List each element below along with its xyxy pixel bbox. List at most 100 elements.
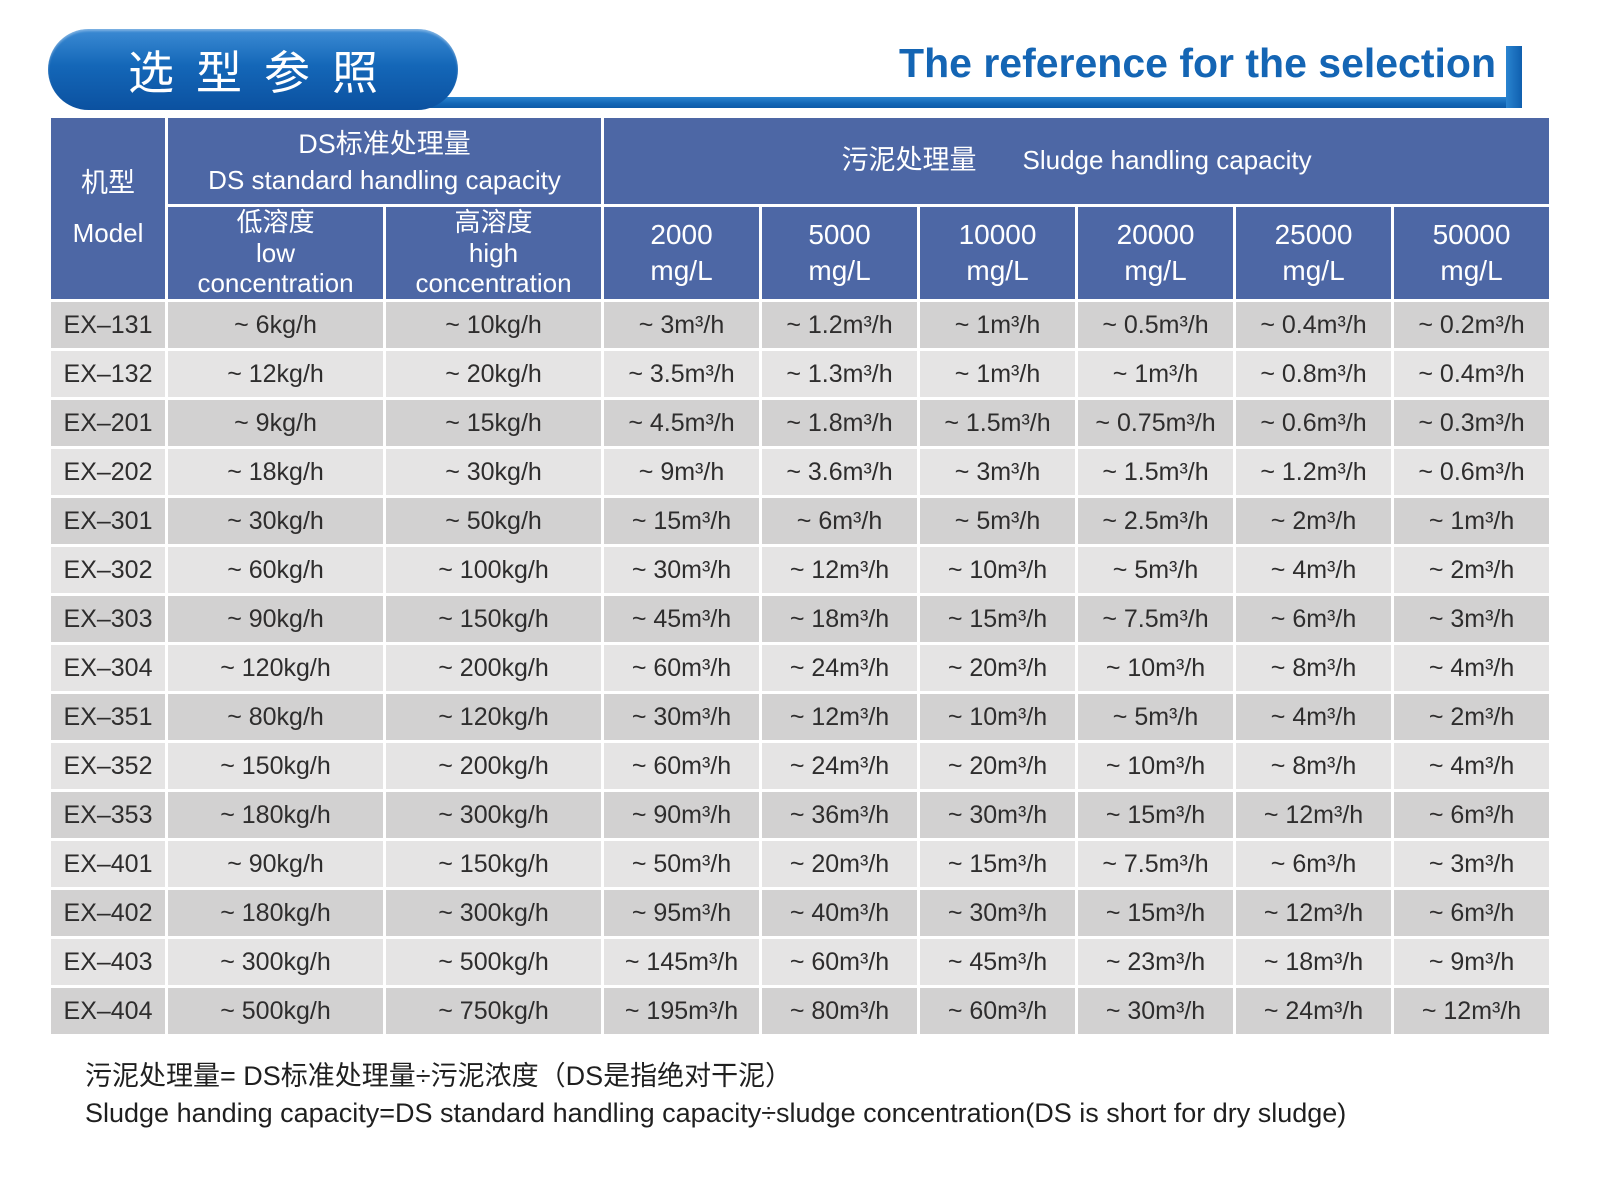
value-cell: ~ 150kg/h bbox=[386, 841, 602, 888]
value-cell: ~ 6m³/h bbox=[1236, 596, 1392, 643]
table-row: EX–303 ~ 90kg/h ~ 150kg/h ~ 45m³/h ~ 18m³/h ~… bbox=[51, 596, 1550, 643]
value-cell: ~ 8m³/h bbox=[1236, 645, 1392, 692]
value-cell: ~ 15m³/h bbox=[920, 841, 1076, 888]
value-cell: ~ 1m³/h bbox=[1394, 498, 1550, 545]
mg-column-header: 25000 mg/L bbox=[1236, 207, 1392, 300]
value-cell: ~ 20m³/h bbox=[920, 645, 1076, 692]
value-cell: ~ 24m³/h bbox=[762, 743, 918, 790]
sludge-group-zh: 污泥处理量 bbox=[841, 145, 977, 176]
table-row: EX–352 ~ 150kg/h ~ 200kg/h ~ 60m³/h ~ 24m³/h… bbox=[51, 743, 1550, 790]
value-cell: ~ 1.8m³/h bbox=[762, 400, 918, 447]
value-cell: ~ 4.5m³/h bbox=[604, 400, 760, 447]
value-cell: ~ 1.2m³/h bbox=[762, 302, 918, 349]
model-cell: EX–403 bbox=[51, 939, 165, 986]
value-cell: ~ 4m³/h bbox=[1394, 645, 1550, 692]
high-header-en1: high bbox=[468, 237, 519, 268]
value-cell: ~ 5m³/h bbox=[1078, 694, 1234, 741]
value-cell: ~ 15m³/h bbox=[920, 596, 1076, 643]
title-badge: 选型参照 bbox=[48, 29, 458, 110]
model-cell: EX–402 bbox=[51, 890, 165, 937]
value-cell: ~ 4m³/h bbox=[1394, 743, 1550, 790]
mg-column-unit: mg/L bbox=[808, 255, 871, 286]
value-cell: ~ 36m³/h bbox=[762, 792, 918, 839]
value-cell: ~ 30m³/h bbox=[604, 694, 760, 741]
model-cell: EX–353 bbox=[51, 792, 165, 839]
value-cell: ~ 18m³/h bbox=[762, 596, 918, 643]
value-cell: ~ 12m³/h bbox=[1236, 890, 1392, 937]
value-cell: ~ 3m³/h bbox=[604, 302, 760, 349]
value-cell: ~ 15kg/h bbox=[386, 400, 602, 447]
low-header-en2: concentration bbox=[197, 268, 354, 299]
model-cell: EX–301 bbox=[51, 498, 165, 545]
value-cell: ~ 0.75m³/h bbox=[1078, 400, 1234, 447]
value-cell: ~ 45m³/h bbox=[604, 596, 760, 643]
value-cell: ~ 60m³/h bbox=[604, 645, 760, 692]
value-cell: ~ 24m³/h bbox=[1236, 988, 1392, 1035]
value-cell: ~ 150kg/h bbox=[386, 596, 602, 643]
value-cell: ~ 9m³/h bbox=[1394, 939, 1550, 986]
model-cell: EX–131 bbox=[51, 302, 165, 349]
value-cell: ~ 15m³/h bbox=[1078, 890, 1234, 937]
value-cell: ~ 12m³/h bbox=[762, 547, 918, 594]
title-zh: 选型参照 bbox=[128, 46, 400, 99]
mg-column-unit: mg/L bbox=[1124, 255, 1187, 286]
value-cell: ~ 200kg/h bbox=[386, 645, 602, 692]
table-row: EX–132 ~ 12kg/h ~ 20kg/h ~ 3.5m³/h ~ 1.3m³/h… bbox=[51, 351, 1550, 398]
value-cell: ~ 300kg/h bbox=[386, 792, 602, 839]
model-cell: EX–302 bbox=[51, 547, 165, 594]
mg-column-unit: mg/L bbox=[1440, 255, 1503, 286]
table-row: EX–403 ~ 300kg/h ~ 500kg/h ~ 145m³/h ~ 60m³/… bbox=[51, 939, 1550, 986]
model-cell: EX–401 bbox=[51, 841, 165, 888]
table-row: EX–201 ~ 9kg/h ~ 15kg/h ~ 4.5m³/h ~ 1.8m³/h ~… bbox=[51, 400, 1550, 447]
value-cell: ~ 300kg/h bbox=[168, 939, 383, 986]
low-header-en1: low bbox=[255, 237, 295, 268]
value-cell: ~ 0.4m³/h bbox=[1394, 351, 1550, 398]
value-cell: ~ 10m³/h bbox=[1078, 645, 1234, 692]
header-underline bbox=[250, 97, 1522, 108]
value-cell: ~ 4m³/h bbox=[1236, 694, 1392, 741]
value-cell: ~ 8m³/h bbox=[1236, 743, 1392, 790]
mg-column-unit: mg/L bbox=[966, 255, 1029, 286]
value-cell: ~ 0.4m³/h bbox=[1236, 302, 1392, 349]
value-cell: ~ 12kg/h bbox=[168, 351, 383, 398]
value-cell: ~ 20kg/h bbox=[386, 351, 602, 398]
value-cell: ~ 2.5m³/h bbox=[1078, 498, 1234, 545]
value-cell: ~ 12m³/h bbox=[762, 694, 918, 741]
value-cell: ~ 3m³/h bbox=[920, 449, 1076, 496]
value-cell: ~ 3m³/h bbox=[1394, 596, 1550, 643]
footnote-zh: 污泥处理量= DS标准处理量÷污泥浓度（DS是指绝对干泥） bbox=[85, 1061, 793, 1091]
footnote-en: Sludge handing capacity=DS standard hand… bbox=[85, 1098, 1347, 1128]
mg-column-unit: mg/L bbox=[1282, 255, 1345, 286]
model-cell: EX–351 bbox=[51, 694, 165, 741]
value-cell: ~ 30m³/h bbox=[604, 547, 760, 594]
ds-group-en: DS standard handling capacity bbox=[208, 164, 561, 195]
value-cell: ~ 60kg/h bbox=[168, 547, 383, 594]
value-cell: ~ 30m³/h bbox=[920, 792, 1076, 839]
table-row: EX–202 ~ 18kg/h ~ 30kg/h ~ 9m³/h ~ 3.6m³/h ~ … bbox=[51, 449, 1550, 496]
table-row: EX–304 ~ 120kg/h ~ 200kg/h ~ 60m³/h ~ 24m³/h… bbox=[51, 645, 1550, 692]
mg-column-value: 20000 bbox=[1116, 218, 1195, 250]
value-cell: ~ 50m³/h bbox=[604, 841, 760, 888]
sludge-capacity-group-header: 污泥处理量 Sludge handling capacity bbox=[604, 118, 1550, 204]
model-cell: EX–132 bbox=[51, 351, 165, 398]
mg-column-value: 50000 bbox=[1432, 218, 1511, 250]
mg-column-value: 2000 bbox=[650, 218, 713, 250]
table-row: EX–302 ~ 60kg/h ~ 100kg/h ~ 30m³/h ~ 12m³/h ~… bbox=[51, 547, 1550, 594]
ds-group-zh: DS标准处理量 bbox=[298, 128, 471, 159]
value-cell: ~ 180kg/h bbox=[168, 890, 383, 937]
model-cell: EX–404 bbox=[51, 988, 165, 1035]
value-cell: ~ 6m³/h bbox=[1236, 841, 1392, 888]
value-cell: ~ 6m³/h bbox=[762, 498, 918, 545]
value-cell: ~ 0.2m³/h bbox=[1394, 302, 1550, 349]
value-cell: ~ 9kg/h bbox=[168, 400, 383, 447]
table-row: EX–353 ~ 180kg/h ~ 300kg/h ~ 90m³/h ~ 36m³/h… bbox=[51, 792, 1550, 839]
value-cell: ~ 0.6m³/h bbox=[1394, 449, 1550, 496]
model-cell: EX–202 bbox=[51, 449, 165, 496]
value-cell: ~ 500kg/h bbox=[168, 988, 383, 1035]
value-cell: ~ 120kg/h bbox=[168, 645, 383, 692]
table-row: EX–404 ~ 500kg/h ~ 750kg/h ~ 195m³/h ~ 80m³/… bbox=[51, 988, 1550, 1035]
value-cell: ~ 18m³/h bbox=[1236, 939, 1392, 986]
table-row: EX–402 ~ 180kg/h ~ 300kg/h ~ 95m³/h ~ 40m³/h… bbox=[51, 890, 1550, 937]
value-cell: ~ 0.8m³/h bbox=[1236, 351, 1392, 398]
value-cell: ~ 1.5m³/h bbox=[1078, 449, 1234, 496]
